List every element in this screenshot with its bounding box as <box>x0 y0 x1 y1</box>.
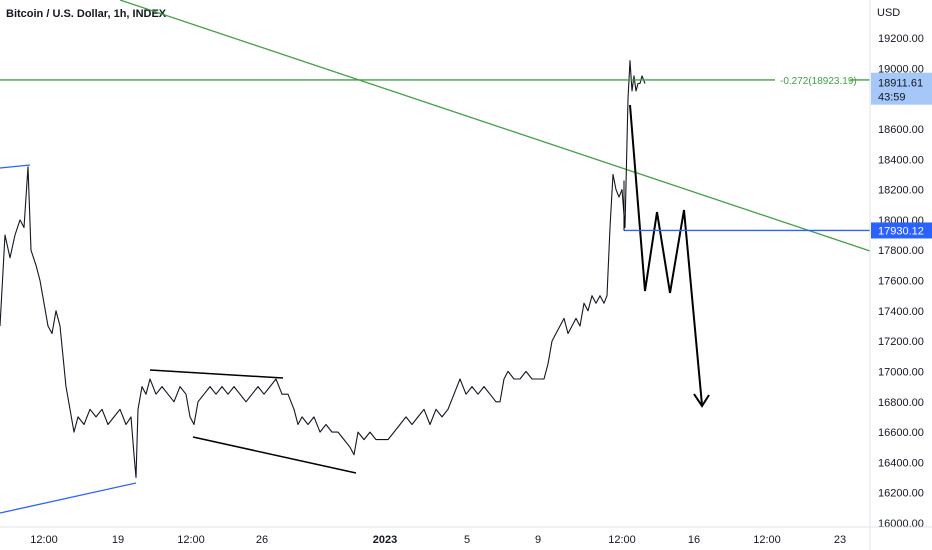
x-tick-label: 9 <box>535 534 541 546</box>
projection-path <box>629 104 703 406</box>
y-tick-label: 19200.00 <box>878 33 924 45</box>
x-tick-label: 12:00 <box>177 534 205 546</box>
x-axis[interactable]: 12:00 19 12:00 26 2023 5 9 12:00 16 12:00 23 <box>0 526 932 546</box>
y-tick-label: 18200.00 <box>878 185 924 197</box>
price-levels: -0.272(18923.19) <box>0 76 870 232</box>
y-tick-label: 18400.00 <box>878 154 924 166</box>
blue-upper-segment <box>0 164 31 169</box>
descending-trendline <box>119 0 871 252</box>
projection-arrowhead <box>693 393 710 408</box>
annotation-layer <box>0 0 871 514</box>
last-price-tag <box>871 72 932 105</box>
level-price-value: 17930.12 <box>878 225 924 237</box>
wedge-lower-line <box>192 436 357 474</box>
price-tags: 18911.61 43:59 17930.12 <box>871 72 932 239</box>
level-price-tag <box>871 222 932 239</box>
y-tick-label: 16400.00 <box>878 457 924 469</box>
x-tick-label: 12:00 <box>608 534 636 546</box>
wedge-upper-line <box>149 369 284 379</box>
y-tick-label: 17800.00 <box>878 245 924 257</box>
y-tick-label: 17600.00 <box>878 276 924 288</box>
currency-label: USD <box>877 7 901 19</box>
y-tick-label: 19000.00 <box>878 63 924 75</box>
y-tick-label: 16000.00 <box>878 518 924 530</box>
x-tick-label: 16 <box>688 534 700 546</box>
price-series <box>0 60 646 479</box>
last-price-value: 18911.61 <box>878 78 923 90</box>
y-tick-label: 16800.00 <box>878 397 924 409</box>
x-tick-label: 23 <box>834 534 846 546</box>
y-tick-label: 18600.00 <box>878 124 924 136</box>
y-tick-label: 17000.00 <box>878 366 924 378</box>
price-line <box>0 60 646 479</box>
blue-lower-trendline <box>0 482 137 514</box>
x-tick-label: 26 <box>256 534 268 546</box>
x-tick-label: 12:00 <box>753 534 781 546</box>
y-tick-label: 17200.00 <box>878 336 924 348</box>
y-tick-label: 16200.00 <box>878 488 924 500</box>
x-tick-label: 2023 <box>373 534 397 546</box>
x-tick-label: 12:00 <box>30 534 58 546</box>
x-tick-label: 19 <box>112 534 124 546</box>
countdown-label: 43:59 <box>878 92 906 104</box>
fib-level-label: -0.272(18923.19) <box>780 76 857 87</box>
y-tick-label: 16600.00 <box>878 427 924 439</box>
y-tick-label: 17400.00 <box>878 306 924 318</box>
x-tick-label: 5 <box>464 534 470 546</box>
chart-title: Bitcoin / U.S. Dollar, 1h, INDEX <box>6 8 167 20</box>
